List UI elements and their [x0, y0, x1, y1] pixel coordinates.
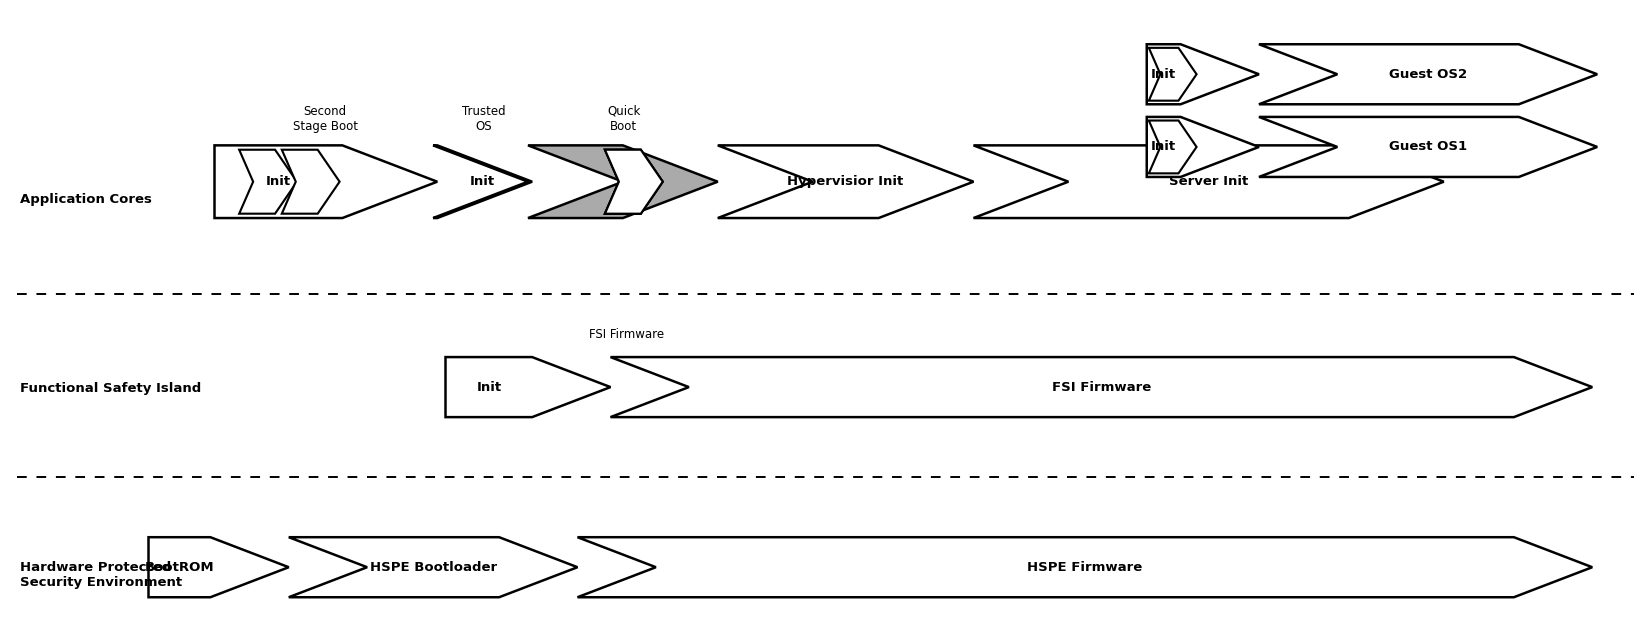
- Polygon shape: [432, 145, 531, 218]
- Polygon shape: [289, 537, 578, 597]
- Text: Init: Init: [266, 175, 290, 188]
- Text: Guest OS2: Guest OS2: [1389, 68, 1467, 81]
- Polygon shape: [718, 145, 974, 218]
- Polygon shape: [606, 150, 663, 214]
- Polygon shape: [974, 145, 1444, 218]
- Polygon shape: [446, 357, 610, 417]
- Polygon shape: [606, 150, 663, 214]
- Polygon shape: [528, 145, 718, 218]
- Text: Hypervisior Init: Hypervisior Init: [787, 175, 904, 188]
- Polygon shape: [282, 150, 340, 214]
- Polygon shape: [1148, 121, 1196, 173]
- Text: Functional Safety Island: Functional Safety Island: [20, 382, 201, 395]
- Text: HSPE Bootloader: HSPE Bootloader: [370, 561, 497, 574]
- Text: HSPE Firmware: HSPE Firmware: [1028, 561, 1142, 574]
- Text: Second
Stage Boot: Second Stage Boot: [292, 105, 358, 133]
- Polygon shape: [239, 150, 297, 214]
- Polygon shape: [578, 537, 1592, 597]
- Text: FSI Firmware: FSI Firmware: [1051, 380, 1152, 394]
- Polygon shape: [1259, 117, 1597, 177]
- Text: Quick
Boot: Quick Boot: [607, 105, 640, 133]
- Text: FSI Firmware: FSI Firmware: [589, 328, 665, 341]
- Text: Init: Init: [470, 175, 495, 188]
- Text: Init: Init: [1152, 140, 1176, 154]
- Polygon shape: [1147, 44, 1259, 104]
- Polygon shape: [610, 357, 1592, 417]
- Text: Hardware Protected
Security Environment: Hardware Protected Security Environment: [20, 561, 182, 589]
- Text: Init: Init: [1152, 68, 1176, 81]
- Polygon shape: [1147, 117, 1259, 177]
- Polygon shape: [606, 150, 663, 214]
- Text: Init: Init: [477, 380, 502, 394]
- Polygon shape: [1148, 48, 1196, 100]
- Text: Server Init: Server Init: [1168, 175, 1249, 188]
- Text: Application Cores: Application Cores: [20, 193, 152, 205]
- Polygon shape: [148, 537, 289, 597]
- Text: Guest OS1: Guest OS1: [1389, 140, 1467, 154]
- Text: BootROM: BootROM: [145, 561, 214, 574]
- Polygon shape: [214, 145, 437, 218]
- Polygon shape: [1259, 44, 1597, 104]
- Text: Trusted
OS: Trusted OS: [462, 105, 505, 133]
